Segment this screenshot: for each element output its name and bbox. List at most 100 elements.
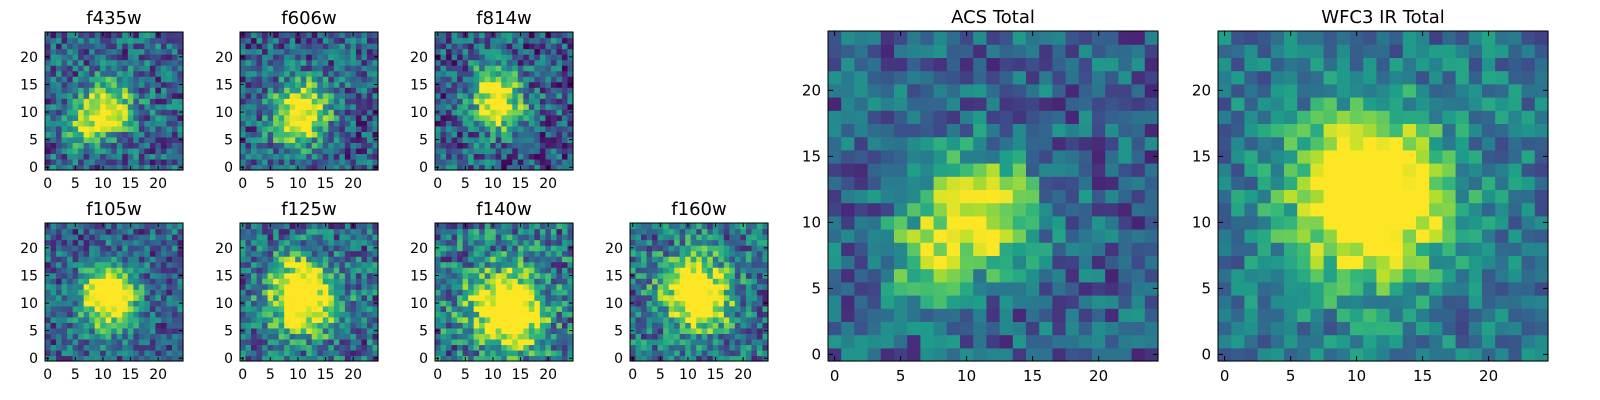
heatmap-cell — [512, 158, 519, 166]
heatmap-cell — [545, 59, 552, 66]
heatmap-cell — [78, 223, 85, 230]
heatmap-cell — [550, 164, 558, 171]
heatmap-cell — [462, 153, 469, 160]
heatmap-cell — [534, 147, 541, 155]
heatmap-cell — [479, 65, 486, 72]
heatmap-cell — [133, 81, 140, 88]
heatmap-cell — [946, 334, 961, 349]
heatmap-cell — [67, 294, 74, 301]
heatmap-cell — [61, 261, 68, 268]
heatmap-cell — [556, 136, 563, 143]
y-tick-label: 10 — [605, 296, 623, 312]
heatmap-cell — [100, 349, 107, 357]
heatmap-cell — [657, 305, 664, 312]
heatmap-cell — [366, 239, 374, 246]
heatmap-cell — [646, 338, 653, 346]
heatmap-cell — [712, 294, 719, 301]
heatmap-cell — [100, 76, 107, 83]
heatmap-cell — [641, 223, 648, 230]
heatmap-cell — [457, 76, 464, 83]
heatmap-cell — [361, 245, 368, 252]
heatmap-cell — [561, 261, 569, 268]
heatmap-cell — [94, 267, 101, 274]
heatmap-cell — [501, 327, 508, 334]
heatmap-cell — [333, 322, 340, 329]
heatmap-cell — [344, 158, 351, 166]
heatmap-cell — [440, 76, 447, 83]
heatmap-cell — [523, 338, 530, 346]
heatmap-cell — [361, 349, 368, 357]
heatmap-cell — [468, 300, 475, 307]
heatmap-cell — [83, 250, 90, 257]
heatmap-cell — [333, 164, 340, 171]
heatmap-cell — [1052, 334, 1067, 349]
heatmap-cell — [479, 333, 486, 340]
heatmap-cell — [177, 239, 184, 246]
heatmap-cell — [528, 109, 535, 116]
heatmap-cell — [457, 142, 464, 149]
heatmap-cell — [45, 250, 52, 257]
heatmap-cell — [262, 250, 269, 257]
heatmap-cell — [295, 70, 302, 77]
heatmap-cell — [61, 338, 68, 346]
heatmap-cell — [328, 54, 335, 61]
heatmap-cell — [295, 109, 302, 116]
heatmap-cell — [355, 92, 363, 99]
heatmap-cell — [322, 37, 329, 44]
heatmap-cell — [278, 333, 285, 340]
heatmap-cell — [534, 228, 541, 235]
heatmap-cell — [729, 300, 736, 307]
heatmap-cell — [545, 114, 552, 121]
heatmap-cell — [166, 158, 173, 166]
heatmap-cell — [72, 239, 79, 246]
heatmap-cell — [94, 327, 101, 334]
heatmap-cell — [56, 272, 63, 279]
heatmap-cell — [534, 283, 541, 290]
heatmap-cell — [355, 228, 363, 235]
heatmap-cell — [111, 43, 118, 50]
heatmap-cell — [100, 272, 107, 279]
heatmap-cell — [100, 283, 107, 290]
heatmap-cell — [1052, 308, 1067, 322]
heatmap-cell — [556, 153, 563, 160]
heatmap-cell — [100, 344, 107, 351]
heatmap-cell — [72, 311, 79, 318]
heatmap-cell — [751, 327, 758, 334]
heatmap-cell — [484, 283, 491, 290]
heatmap-cell — [94, 70, 101, 77]
heatmap-cell — [256, 283, 263, 290]
heatmap-cell — [94, 54, 101, 61]
heatmap-cell — [907, 268, 921, 283]
heatmap-cell — [149, 87, 156, 94]
heatmap-cell — [729, 272, 736, 279]
heatmap-cell — [986, 281, 1001, 296]
heatmap-cell — [83, 158, 90, 166]
heatmap-cell — [262, 131, 269, 138]
heatmap-cell — [512, 59, 519, 66]
heatmap-cell — [473, 228, 480, 235]
heatmap-cell — [56, 349, 63, 357]
x-tick-label: 0 — [238, 176, 247, 192]
heatmap-cell — [707, 283, 714, 290]
heatmap-cell — [333, 349, 340, 357]
heatmap-cell — [999, 321, 1014, 336]
heatmap-cell — [328, 228, 335, 235]
heatmap-cell — [468, 333, 475, 340]
heatmap-cell — [473, 125, 480, 132]
heatmap-cell — [685, 316, 692, 323]
heatmap-cell — [1131, 202, 1146, 217]
heatmap-cell — [339, 333, 346, 340]
heatmap-cell — [289, 316, 296, 323]
heatmap-cell — [1118, 242, 1133, 256]
heatmap-cell — [539, 109, 546, 116]
heatmap-cell — [171, 278, 179, 285]
heatmap-cell — [751, 300, 758, 307]
heatmap-cell — [56, 256, 63, 263]
heatmap-cell — [122, 355, 129, 362]
heatmap-cell — [545, 109, 552, 116]
heatmap-cell — [657, 261, 664, 268]
heatmap-cell — [262, 65, 269, 72]
heatmap-cell — [245, 37, 252, 44]
heatmap-cell — [177, 43, 184, 50]
heatmap-cell — [171, 305, 179, 312]
